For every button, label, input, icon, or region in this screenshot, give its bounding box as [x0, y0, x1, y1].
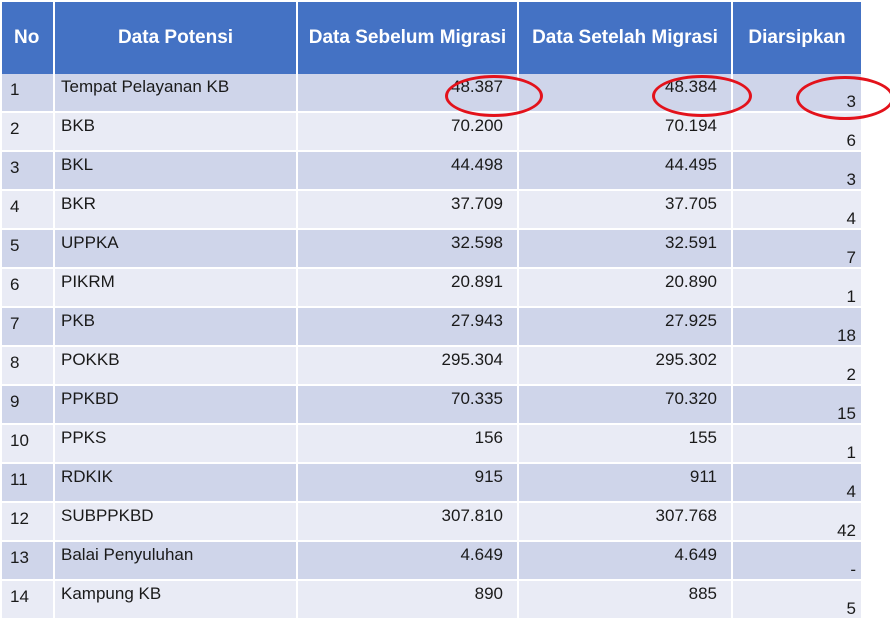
table-row: 4 BKR 37.709 37.705 4: [2, 190, 863, 230]
cell-archived: 3: [732, 151, 863, 191]
table-row: 2 BKB 70.200 70.194 6: [2, 112, 863, 152]
cell-data-potensi: PPKS: [54, 424, 298, 464]
cell-archived: 5: [732, 580, 863, 620]
cell-archived: 1: [732, 424, 863, 464]
table-row: 1 Tempat Pelayanan KB 48.387 48.384 3: [2, 74, 863, 113]
cell-no: 2: [2, 112, 55, 152]
cell-data-potensi: PPKBD: [54, 385, 298, 425]
cell-no: 11: [2, 463, 55, 503]
cell-no: 10: [2, 424, 55, 464]
cell-after-migration: 48.384: [518, 74, 733, 113]
cell-before-migration: 295.304: [297, 346, 519, 386]
header-after-migration: Data Setelah Migrasi: [518, 2, 733, 74]
cell-data-potensi: SUBPPKBD: [54, 502, 298, 542]
table-row: 9 PPKBD 70.335 70.320 15: [2, 385, 863, 425]
cell-data-potensi: POKKB: [54, 346, 298, 386]
cell-data-potensi: BKB: [54, 112, 298, 152]
cell-no: 7: [2, 307, 55, 347]
cell-data-potensi: RDKIK: [54, 463, 298, 503]
cell-data-potensi: Kampung KB: [54, 580, 298, 620]
cell-no: 12: [2, 502, 55, 542]
cell-after-migration: 307.768: [518, 502, 733, 542]
header-data-potensi: Data Potensi: [54, 2, 298, 74]
cell-no: 1: [2, 74, 55, 113]
cell-before-migration: 70.335: [297, 385, 519, 425]
cell-archived: 6: [732, 112, 863, 152]
table-row: 8 POKKB 295.304 295.302 2: [2, 346, 863, 386]
cell-data-potensi: BKL: [54, 151, 298, 191]
cell-before-migration: 20.891: [297, 268, 519, 308]
cell-after-migration: 155: [518, 424, 733, 464]
cell-no: 4: [2, 190, 55, 230]
header-before-migration: Data Sebelum Migrasi: [297, 2, 519, 74]
table-row: 10 PPKS 156 155 1: [2, 424, 863, 464]
cell-archived: 15: [732, 385, 863, 425]
cell-archived: 4: [732, 190, 863, 230]
cell-before-migration: 48.387: [297, 74, 519, 113]
cell-after-migration: 20.890: [518, 268, 733, 308]
table-row: 3 BKL 44.498 44.495 3: [2, 151, 863, 191]
cell-data-potensi: PIKRM: [54, 268, 298, 308]
cell-archived: 1: [732, 268, 863, 308]
header-archived: Diarsipkan: [732, 2, 863, 74]
cell-after-migration: 70.194: [518, 112, 733, 152]
cell-before-migration: 32.598: [297, 229, 519, 269]
cell-data-potensi: BKR: [54, 190, 298, 230]
cell-data-potensi: Tempat Pelayanan KB: [54, 74, 298, 113]
cell-data-potensi: PKB: [54, 307, 298, 347]
cell-data-potensi: UPPKA: [54, 229, 298, 269]
cell-before-migration: 70.200: [297, 112, 519, 152]
cell-after-migration: 27.925: [518, 307, 733, 347]
cell-after-migration: 44.495: [518, 151, 733, 191]
cell-archived: 4: [732, 463, 863, 503]
header-row: No Data Potensi Data Sebelum Migrasi Dat…: [2, 2, 863, 74]
cell-archived: -: [732, 541, 863, 581]
cell-after-migration: 885: [518, 580, 733, 620]
cell-after-migration: 911: [518, 463, 733, 503]
cell-before-migration: 4.649: [297, 541, 519, 581]
cell-no: 14: [2, 580, 55, 620]
table-body: 1 Tempat Pelayanan KB 48.387 48.384 3 2 BKB 70.…: [2, 74, 863, 620]
table-row: 11 RDKIK 915 911 4: [2, 463, 863, 503]
cell-after-migration: 4.649: [518, 541, 733, 581]
header-no: No: [2, 2, 55, 74]
cell-data-potensi: Balai Penyuluhan: [54, 541, 298, 581]
table-row: 12 SUBPPKBD 307.810 307.768 42: [2, 502, 863, 542]
table-row: 6 PIKRM 20.891 20.890 1: [2, 268, 863, 308]
cell-before-migration: 44.498: [297, 151, 519, 191]
cell-after-migration: 70.320: [518, 385, 733, 425]
cell-after-migration: 37.705: [518, 190, 733, 230]
table-row: 5 UPPKA 32.598 32.591 7: [2, 229, 863, 269]
cell-before-migration: 37.709: [297, 190, 519, 230]
cell-archived: 7: [732, 229, 863, 269]
cell-archived: 3: [732, 74, 863, 113]
cell-after-migration: 32.591: [518, 229, 733, 269]
cell-no: 13: [2, 541, 55, 581]
cell-no: 6: [2, 268, 55, 308]
cell-no: 8: [2, 346, 55, 386]
table-row: 13 Balai Penyuluhan 4.649 4.649-: [2, 541, 863, 581]
table-row: 14 Kampung KB 890 885 5: [2, 580, 863, 620]
cell-no: 3: [2, 151, 55, 191]
cell-archived: 42: [732, 502, 863, 542]
migration-table: No Data Potensi Data Sebelum Migrasi Dat…: [2, 2, 863, 620]
cell-before-migration: 915: [297, 463, 519, 503]
cell-no: 9: [2, 385, 55, 425]
cell-before-migration: 156: [297, 424, 519, 464]
cell-before-migration: 27.943: [297, 307, 519, 347]
cell-archived: 2: [732, 346, 863, 386]
cell-archived: 18: [732, 307, 863, 347]
cell-before-migration: 307.810: [297, 502, 519, 542]
cell-after-migration: 295.302: [518, 346, 733, 386]
cell-no: 5: [2, 229, 55, 269]
cell-before-migration: 890: [297, 580, 519, 620]
table-row: 7 PKB 27.943 27.925 18: [2, 307, 863, 347]
